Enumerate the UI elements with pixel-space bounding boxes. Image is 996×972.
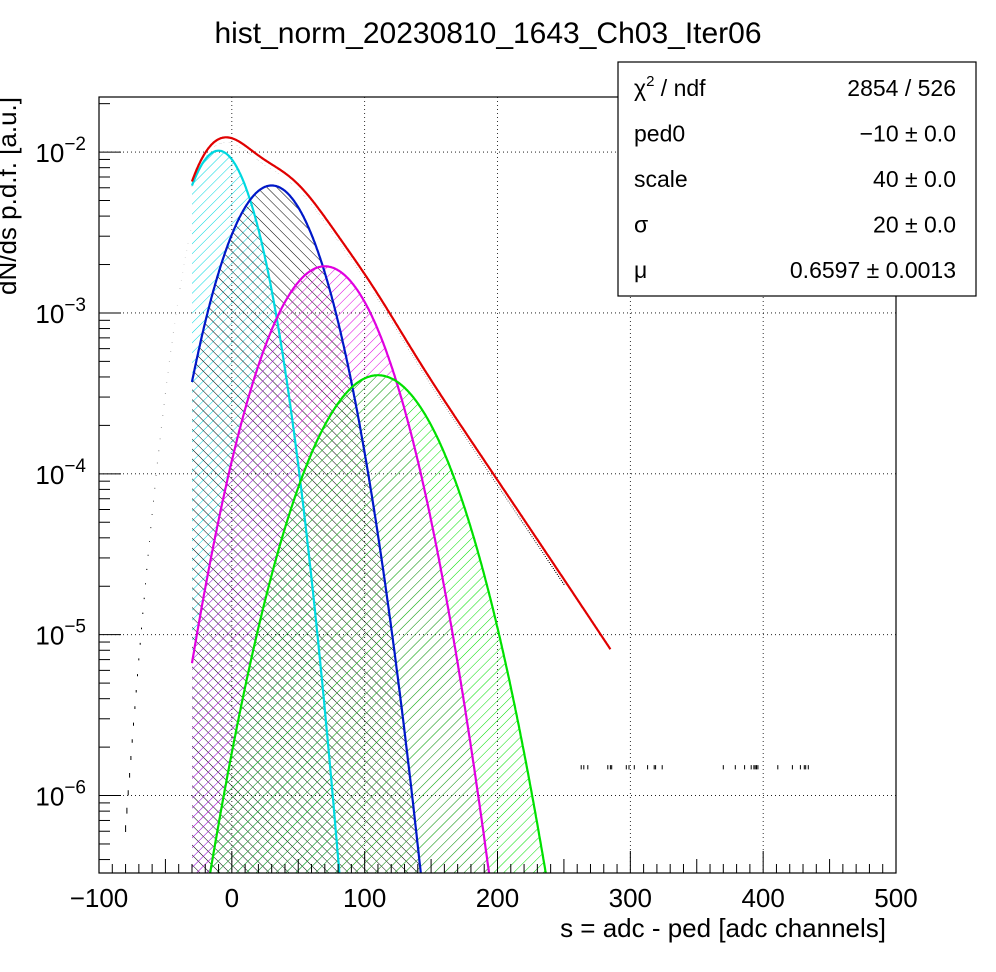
- component-fills: [192, 150, 546, 873]
- x-tick-label: −100: [70, 883, 129, 913]
- stats-value: 40 ± 0.0: [873, 166, 956, 192]
- x-tick-label: 400: [741, 883, 784, 913]
- x-tick-label: 300: [609, 883, 652, 913]
- y-tick-label: 10−4: [35, 456, 86, 490]
- fit-curves: [190, 136, 612, 873]
- y-tick-label: 10−2: [35, 134, 86, 168]
- component-3-curve: [190, 265, 491, 873]
- y-tick-labels: 10−2 10−3 10−4 10−5 10−6: [35, 134, 86, 811]
- stats-value: 0.6597 ± 0.0013: [790, 257, 956, 283]
- stats-label: χ2 / ndf: [634, 73, 706, 101]
- x-tick-labels: −100 0 100 200 300 400 500: [70, 883, 918, 913]
- x-tick-label: 0: [225, 883, 239, 913]
- component-4-hatch: [210, 375, 546, 873]
- chart-title: hist_norm_20230810_1643_Ch03_Iter06: [214, 17, 761, 50]
- x-tick-label: 100: [343, 883, 386, 913]
- total-fit-curve: [190, 136, 612, 650]
- stats-value: −10 ± 0.0: [860, 121, 956, 147]
- stats-value: 20 ± 0.0: [873, 212, 956, 238]
- y-axis-label: dN/ds p.d.f. [a.u.]: [0, 97, 22, 295]
- y-tick-label: 10−6: [35, 778, 86, 812]
- y-tick-label: 10−5: [35, 617, 86, 651]
- histogram: [125, 142, 809, 832]
- stats-box: χ2 / ndf 2854 / 526 ped0 −10 ± 0.0 scale 40 ±…: [617, 61, 977, 297]
- component-1-curve: [190, 149, 341, 873]
- stats-label: scale: [634, 166, 688, 192]
- component-2-curve: [190, 184, 422, 873]
- axis-ticks: [98, 103, 897, 873]
- stats-label: ped0: [634, 121, 685, 147]
- histogram-points: [125, 142, 809, 832]
- x-tick-label: 200: [476, 883, 519, 913]
- x-axis-label: s = adc - ped [adc channels]: [560, 913, 886, 943]
- stats-label: μ: [634, 257, 647, 283]
- stats-label: σ: [634, 212, 648, 238]
- component-4-curve: [209, 374, 547, 873]
- x-tick-label: 500: [874, 883, 917, 913]
- stats-value: 2854 / 526: [847, 75, 956, 101]
- y-tick-label: 10−3: [35, 295, 86, 329]
- stats-box-frame: [617, 61, 977, 297]
